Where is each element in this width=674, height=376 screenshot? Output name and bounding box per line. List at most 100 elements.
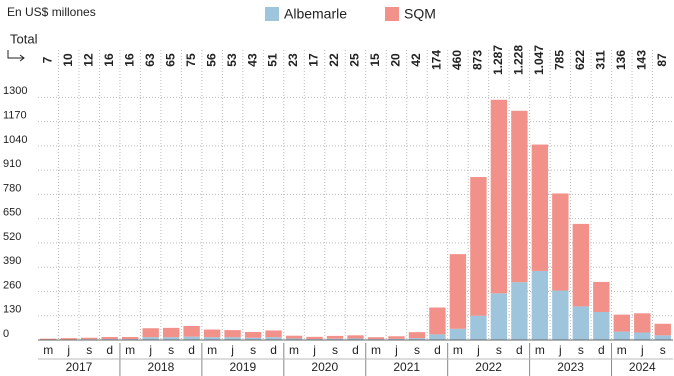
bar-segment [326,335,344,339]
x-tick-label: m [535,343,545,357]
total-label: 16 [102,53,116,67]
y-tick-label: 1170 [3,110,27,122]
y-tick-label: 260 [3,279,21,291]
y-tick-label: 1040 [3,134,27,146]
bar-segment [593,281,610,312]
x-tick-label: d [598,343,605,357]
year-label: 2022 [475,360,502,374]
total-label: 25 [348,53,362,67]
total-label: 785 [553,50,567,70]
bar-segment [613,331,630,340]
bar-segment [40,338,57,340]
bar-segment [572,306,590,340]
x-tick-label: d [188,343,195,357]
bar-segment [593,312,610,340]
x-tick-label: s [168,343,174,357]
bar-segment [429,334,446,340]
bar-segment [306,336,323,340]
bar-segment [490,293,508,340]
year-label: 2020 [311,360,338,374]
x-tick-label: s [86,343,92,357]
bar-segment [449,328,467,340]
bar-segment [408,338,426,340]
year-label: 2018 [148,360,175,374]
total-label: 51 [266,53,280,67]
bar-segment [183,336,200,340]
total-label: 20 [389,53,403,67]
legend-label: Albemarle [284,6,347,22]
bar-segment [531,144,549,271]
y-tick-label: 780 [3,182,21,194]
total-label: 1.047 [532,45,546,75]
year-label: 2017 [66,360,93,374]
legend-label: SQM [404,6,436,22]
total-label: 43 [245,53,259,67]
bar-segment [244,331,262,338]
total-label: 42 [409,53,423,67]
x-tick-label: d [270,343,277,357]
bar-segment [511,110,528,283]
bar-segment [388,338,405,340]
bar-segment [244,337,262,340]
total-label: 873 [471,50,485,70]
x-tick-label: m [617,343,627,357]
bar-segment [634,313,651,333]
total-label: 7 [40,56,54,63]
total-label: 16 [122,53,136,67]
year-label: 2024 [629,360,656,374]
x-tick-label: j [640,343,644,357]
total-label: 56 [204,53,218,67]
year-label: 2023 [557,360,584,374]
bar-segment [511,282,528,340]
bar-segment [654,323,671,336]
total-label: 1.287 [491,45,505,75]
x-tick-label: d [516,343,523,357]
bar-segment [162,337,180,340]
total-label: 143 [634,50,648,70]
x-tick-label: s [332,343,338,357]
bar-segment [142,337,159,340]
bar-segment [654,335,671,340]
total-label: 22 [327,53,341,67]
total-label: 17 [307,53,321,67]
total-label: 12 [81,53,95,67]
total-label: 622 [573,50,587,70]
bar-segment [347,335,364,339]
bar-segment [121,337,139,340]
x-tick-label: s [414,343,420,357]
total-label: 460 [450,50,464,70]
x-tick-label: s [250,343,256,357]
bar-segment [326,338,344,340]
total-label: 1.228 [512,45,526,75]
total-label: 87 [655,53,669,67]
bar-segment [470,315,487,340]
legend-swatch [385,7,399,21]
x-tick-label: s [660,343,666,357]
y-tick-label: 650 [3,207,21,219]
total-label: 23 [286,53,300,67]
totals-arrow [7,50,25,62]
bar-segment [367,337,385,340]
total-label: 15 [368,53,382,67]
bar-segment [429,307,446,335]
bar-segment [203,329,221,338]
x-tick-label: j [230,343,234,357]
total-label: 136 [614,50,628,70]
x-tick-label: m [371,343,381,357]
x-tick-label: d [434,343,441,357]
y-tick-label: 130 [3,304,21,316]
totals-label: Total [10,31,38,46]
bar-segment [388,336,405,339]
total-label: 53 [225,53,239,67]
x-tick-label: j [476,343,480,357]
bar-segment [224,330,241,338]
x-tick-label: j [312,343,316,357]
y-tick-label: 0 [3,328,9,340]
year-label: 2021 [393,360,420,374]
bar-segment [224,337,241,340]
x-tick-label: m [125,343,135,357]
subtitle: En US$ millones [7,5,96,19]
bar-segment [552,193,569,291]
total-label: 75 [184,53,198,67]
total-label: 311 [593,50,607,70]
